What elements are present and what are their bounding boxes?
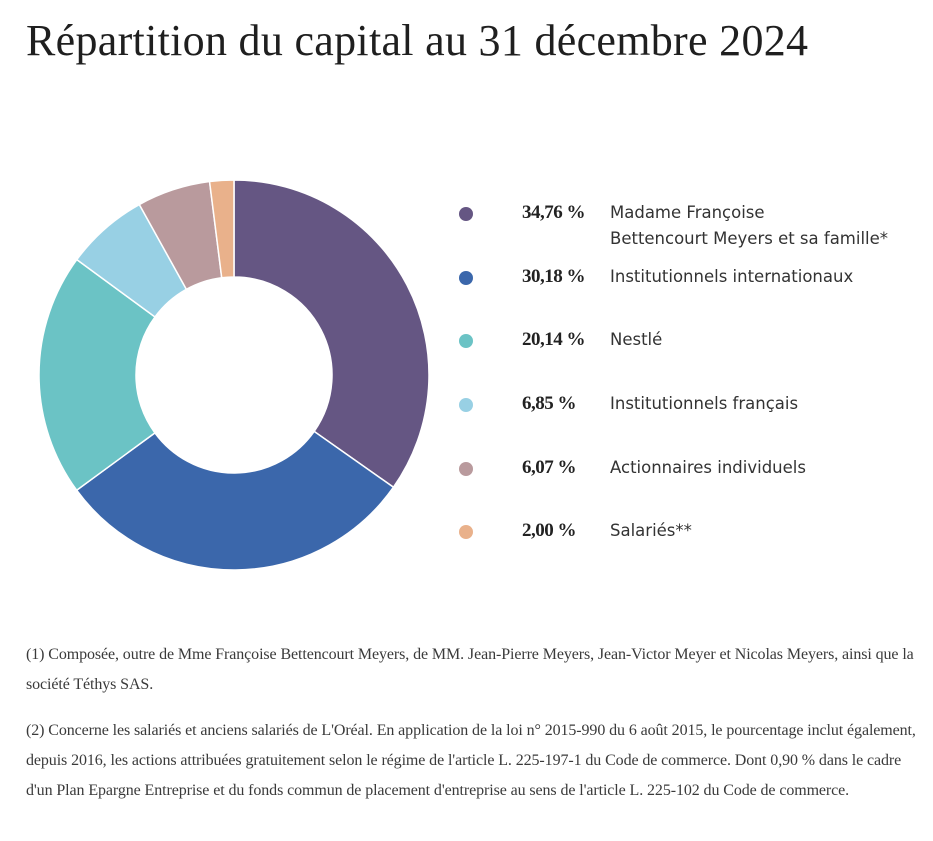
footnote-1: (1) Composée, outre de Mme Françoise Bet… bbox=[26, 646, 914, 693]
page-title: Répartition du capital au 31 décembre 20… bbox=[26, 16, 809, 65]
footnotes: (1) Composée, outre de Mme Françoise Bet… bbox=[26, 640, 921, 822]
legend-label: Institutionnels français bbox=[610, 394, 799, 413]
legend-dot bbox=[459, 525, 473, 539]
donut-slice bbox=[233, 179, 430, 489]
legend-dot bbox=[459, 398, 473, 412]
legend-item: 2,00 % Salariés** bbox=[455, 518, 692, 541]
legend-dot bbox=[459, 462, 473, 476]
donut-chart bbox=[38, 179, 430, 571]
legend-dot bbox=[459, 207, 473, 221]
legend-label: Nestlé bbox=[610, 330, 663, 349]
donut-slice bbox=[75, 430, 395, 571]
footnote-2: (2) Concerne les salariés et anciens sal… bbox=[26, 722, 916, 799]
legend-value: 20,14 % bbox=[522, 329, 586, 350]
legend-label: Madame Françoise Bettencourt Meyers et sa… bbox=[610, 203, 889, 248]
legend-dot bbox=[459, 334, 473, 348]
legend-value: 30,18 % bbox=[522, 266, 586, 287]
legend-value: 34,76 % bbox=[522, 202, 586, 223]
legend-item: 6,07 % Actionnaires individuels bbox=[455, 455, 806, 478]
legend-value: 6,85 % bbox=[522, 393, 577, 414]
donut-slice bbox=[38, 258, 157, 492]
legend-item: 20,14 % Nestlé bbox=[455, 327, 662, 350]
legend-value: 6,07 % bbox=[522, 457, 577, 478]
legend-item: 6,85 % Institutionnels français bbox=[455, 391, 798, 414]
legend-label: Salariés** bbox=[610, 521, 692, 540]
legend-value: 2,00 % bbox=[522, 520, 577, 541]
legend-label: Actionnaires individuels bbox=[610, 458, 806, 477]
donut-slice bbox=[208, 179, 235, 279]
legend-label: Institutionnels internationaux bbox=[610, 267, 854, 286]
legend-item: 30,18 % Institutionnels internationaux bbox=[455, 264, 853, 287]
legend-item: 34,76 % Madame Françoise Bettencourt Meye… bbox=[455, 200, 888, 248]
legend-dot bbox=[459, 271, 473, 285]
